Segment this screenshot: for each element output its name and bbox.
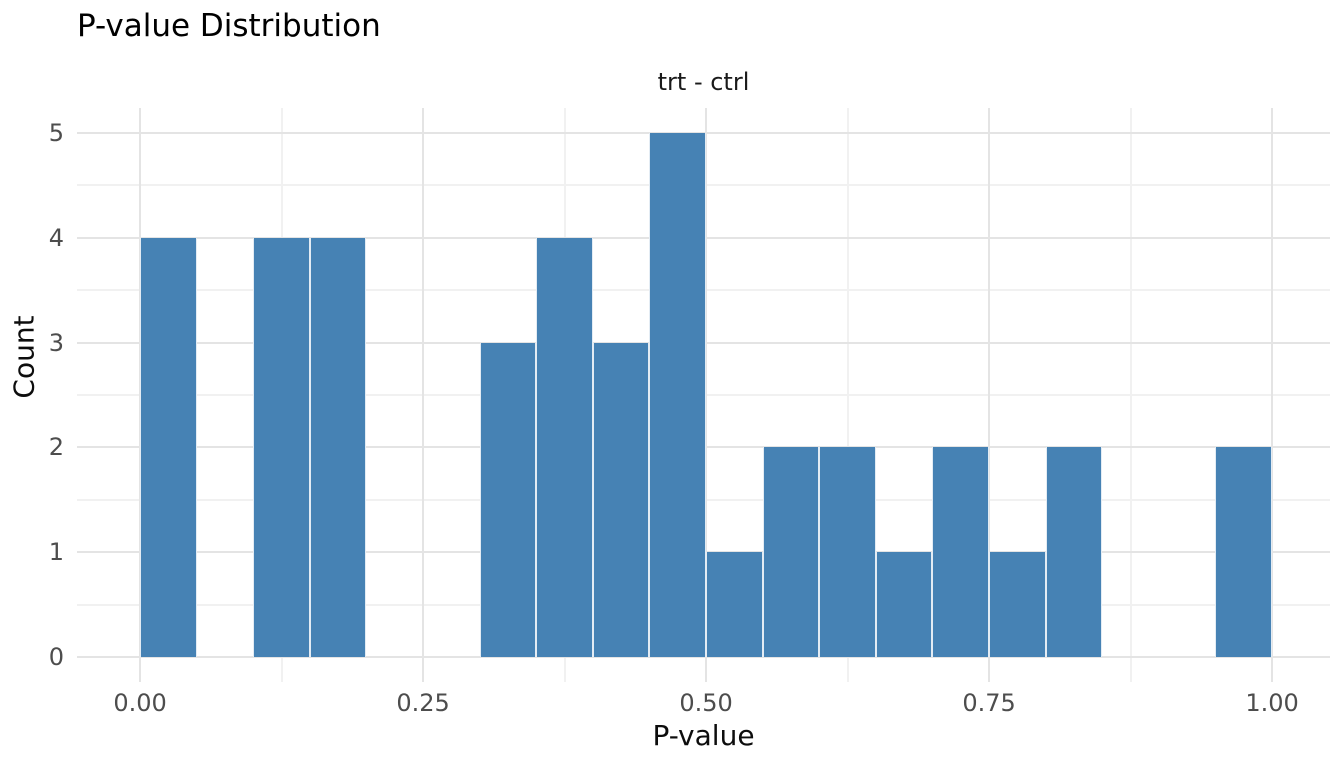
histogram-bar [592, 342, 650, 657]
x-tick-label: 0.25 [396, 689, 450, 717]
minor-gridline-x [1129, 108, 1132, 682]
y-tick-label: 4 [48, 223, 64, 252]
major-gridline-x [422, 108, 425, 682]
histogram-bar [479, 342, 537, 657]
histogram-bar [819, 447, 876, 657]
histogram-bar [536, 237, 593, 657]
major-gridline-x [705, 108, 708, 682]
histogram-bar [762, 447, 820, 657]
x-tick-label: 1.00 [1245, 689, 1299, 717]
chart-subtitle: trt - ctrl [657, 68, 750, 96]
histogram-bar [140, 237, 197, 657]
y-axis-title: Count [7, 315, 41, 399]
y-tick-label: 5 [48, 118, 64, 147]
y-tick-label: 2 [48, 433, 64, 462]
x-tick-label: 0.00 [113, 689, 167, 717]
x-axis-title: P-value [652, 719, 755, 752]
histogram-bar [253, 237, 310, 657]
histogram-bar [875, 552, 933, 657]
histogram-bar [309, 237, 367, 657]
major-gridline-x [1271, 108, 1274, 682]
chart-title: P-value Distribution [77, 8, 381, 44]
histogram-bar [932, 447, 990, 657]
x-tick-label: 0.75 [962, 689, 1016, 717]
histogram-bar [706, 552, 763, 657]
histogram-bar [649, 132, 707, 657]
x-tick-label: 0.50 [679, 689, 733, 717]
y-tick-label: 1 [48, 538, 64, 567]
plot-panel [77, 108, 1330, 682]
histogram-bar [1215, 447, 1273, 657]
y-tick-label: 0 [48, 643, 64, 671]
histogram-bar [989, 552, 1046, 657]
major-gridline-y [77, 656, 1330, 658]
major-gridline-x [988, 108, 991, 682]
histogram-bar [1045, 447, 1103, 657]
minor-gridline-x [846, 108, 849, 682]
y-tick-label: 3 [48, 328, 64, 357]
